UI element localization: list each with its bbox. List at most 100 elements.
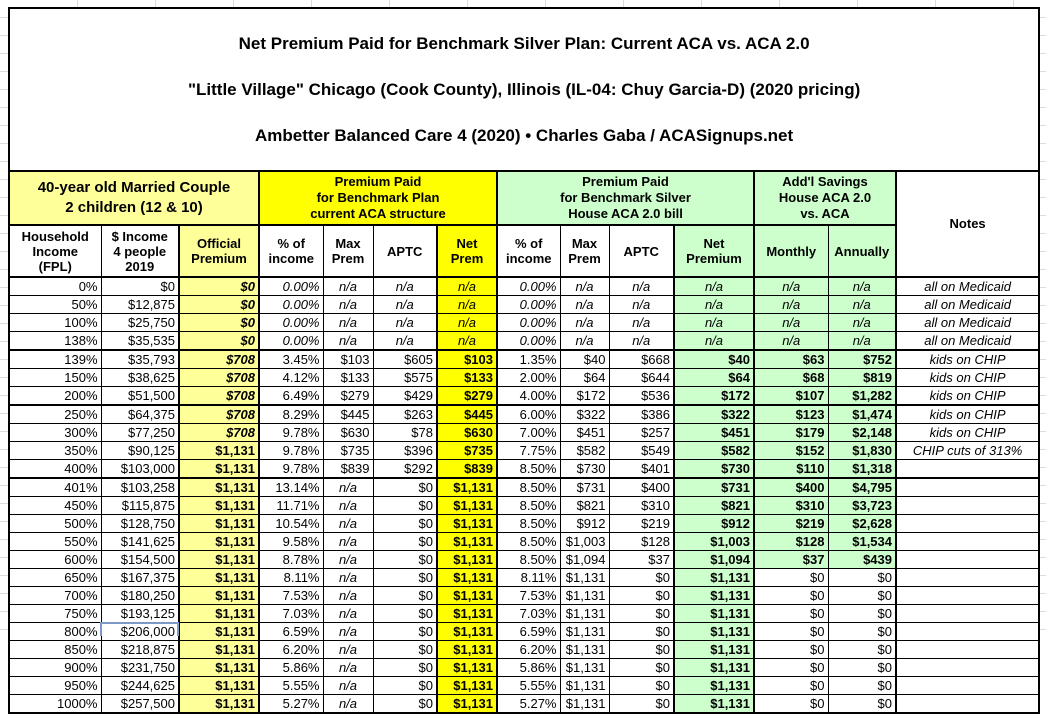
cell-aca_net[interactable]: $839 [436, 459, 498, 479]
cell-income[interactable]: $103,258 [100, 477, 180, 497]
cell-house_aptc[interactable]: $536 [608, 386, 675, 406]
cell-house_aptc[interactable]: $0 [608, 586, 675, 605]
cell-house_pct[interactable]: 7.53% [496, 586, 561, 605]
cell-monthly[interactable]: $128 [753, 532, 829, 551]
cell-house_max[interactable]: $1,131 [559, 604, 610, 623]
cell-house_max[interactable]: $1,131 [559, 694, 610, 714]
cell-monthly[interactable]: $0 [753, 586, 829, 605]
cell-house_max[interactable]: $1,003 [559, 532, 610, 551]
cell-house_aptc[interactable]: $37 [608, 550, 675, 569]
cell-house_net[interactable]: $731 [673, 477, 755, 497]
cell-fpl[interactable]: 138% [8, 331, 102, 351]
cell-notes[interactable]: all on Medicaid [894, 331, 1040, 351]
cell-house_pct[interactable]: 2.00% [496, 368, 561, 387]
cell-notes[interactable]: kids on CHIP [894, 386, 1040, 406]
cell-aca_aptc[interactable]: $0 [372, 604, 438, 623]
cell-income[interactable]: $115,875 [100, 496, 180, 515]
cell-house_aptc[interactable]: $0 [608, 568, 675, 587]
cell-house_aptc[interactable]: $257 [608, 423, 675, 442]
cell-monthly[interactable]: $152 [753, 441, 829, 460]
cell-aca_net[interactable]: $1,131 [436, 496, 498, 515]
cell-house_pct[interactable]: 8.50% [496, 550, 561, 569]
cell-monthly[interactable]: $310 [753, 496, 829, 515]
cell-income[interactable]: $38,625 [100, 368, 180, 387]
cell-aca_max[interactable]: n/a [322, 313, 374, 332]
cell-aca_pct[interactable]: 11.71% [258, 496, 324, 515]
cell-annually[interactable]: $752 [827, 349, 897, 369]
cell-aca_max[interactable]: n/a [322, 622, 374, 641]
cell-income[interactable]: $193,125 [100, 604, 180, 623]
cell-notes[interactable] [894, 658, 1040, 677]
cell-house_max[interactable]: $451 [559, 423, 610, 442]
cell-notes[interactable]: kids on CHIP [894, 349, 1040, 369]
cell-aca_aptc[interactable]: n/a [372, 313, 438, 332]
cell-monthly[interactable]: $0 [753, 604, 829, 623]
cell-house_pct[interactable]: 8.11% [496, 568, 561, 587]
cell-house_pct[interactable]: 7.00% [496, 423, 561, 442]
cell-fpl[interactable]: 250% [8, 404, 102, 424]
cell-aca_net[interactable]: n/a [436, 331, 498, 351]
cell-aca_net[interactable]: $279 [436, 386, 498, 406]
cell-notes[interactable]: kids on CHIP [894, 404, 1040, 424]
cell-aca_pct[interactable]: 0.00% [258, 295, 324, 314]
cell-aca_pct[interactable]: 5.86% [258, 658, 324, 677]
cell-house_pct[interactable]: 8.50% [496, 532, 561, 551]
cell-fpl[interactable]: 100% [8, 313, 102, 332]
cell-aca_max[interactable]: $103 [322, 349, 374, 369]
cell-income[interactable]: $154,500 [100, 550, 180, 569]
cell-aca_pct[interactable]: 0.00% [258, 313, 324, 332]
cell-aca_max[interactable]: n/a [322, 640, 374, 659]
cell-aca_pct[interactable]: 3.45% [258, 349, 324, 369]
cell-aca_net[interactable]: $1,131 [436, 694, 498, 714]
cell-annually[interactable]: $4,795 [827, 477, 897, 497]
group-header-family[interactable]: 40-year old Married Couple 2 children (1… [8, 170, 260, 226]
cell-notes[interactable]: kids on CHIP [894, 368, 1040, 387]
cell-fpl[interactable]: 150% [8, 368, 102, 387]
cell-aca_aptc[interactable]: $605 [372, 349, 438, 369]
cell-house_aptc[interactable]: n/a [608, 313, 675, 332]
cell-aca_net[interactable]: n/a [436, 313, 498, 332]
cell-notes[interactable]: all on Medicaid [894, 295, 1040, 314]
cell-monthly[interactable]: $179 [753, 423, 829, 442]
cell-monthly[interactable]: n/a [753, 313, 829, 332]
cell-official[interactable]: $1,131 [178, 441, 260, 460]
cell-fpl[interactable]: 200% [8, 386, 102, 406]
cell-aca_pct[interactable]: 9.78% [258, 441, 324, 460]
cell-house_aptc[interactable]: $401 [608, 459, 675, 479]
cell-annually[interactable]: $0 [827, 640, 897, 659]
cell-house_pct[interactable]: 0.00% [496, 295, 561, 314]
col-header-net-prem-aca[interactable]: Net Prem [436, 224, 498, 278]
cell-monthly[interactable]: $110 [753, 459, 829, 479]
cell-notes[interactable] [894, 694, 1040, 714]
cell-house_max[interactable]: n/a [559, 295, 610, 314]
cell-house_max[interactable]: $1,131 [559, 640, 610, 659]
cell-aca_aptc[interactable]: $0 [372, 514, 438, 533]
cell-house_pct[interactable]: 8.50% [496, 496, 561, 515]
cell-monthly[interactable]: $63 [753, 349, 829, 369]
cell-aca_net[interactable]: n/a [436, 276, 498, 296]
col-header-monthly[interactable]: Monthly [753, 224, 829, 278]
cell-house_pct[interactable]: 1.35% [496, 349, 561, 369]
cell-income[interactable]: $141,625 [100, 532, 180, 551]
cell-aca_max[interactable]: n/a [322, 496, 374, 515]
cell-official[interactable]: $708 [178, 386, 260, 406]
cell-notes[interactable] [894, 550, 1040, 569]
cell-annually[interactable]: $1,474 [827, 404, 897, 424]
cell-house_max[interactable]: $912 [559, 514, 610, 533]
cell-annually[interactable]: $0 [827, 658, 897, 677]
cell-house_aptc[interactable]: $400 [608, 477, 675, 497]
cell-official[interactable]: $708 [178, 368, 260, 387]
cell-house_max[interactable]: $821 [559, 496, 610, 515]
cell-aca_max[interactable]: n/a [322, 532, 374, 551]
cell-annually[interactable]: $1,534 [827, 532, 897, 551]
cell-fpl[interactable]: 400% [8, 459, 102, 479]
cell-house_aptc[interactable]: $0 [608, 694, 675, 714]
cell-aca_aptc[interactable]: $0 [372, 586, 438, 605]
cell-aca_pct[interactable]: 4.12% [258, 368, 324, 387]
cell-fpl[interactable]: 500% [8, 514, 102, 533]
cell-house_aptc[interactable]: $310 [608, 496, 675, 515]
cell-house_pct[interactable]: 0.00% [496, 331, 561, 351]
col-header-fpl[interactable]: Household Income (FPL) [8, 224, 102, 278]
cell-aca_pct[interactable]: 10.54% [258, 514, 324, 533]
cell-official[interactable]: $1,131 [178, 586, 260, 605]
